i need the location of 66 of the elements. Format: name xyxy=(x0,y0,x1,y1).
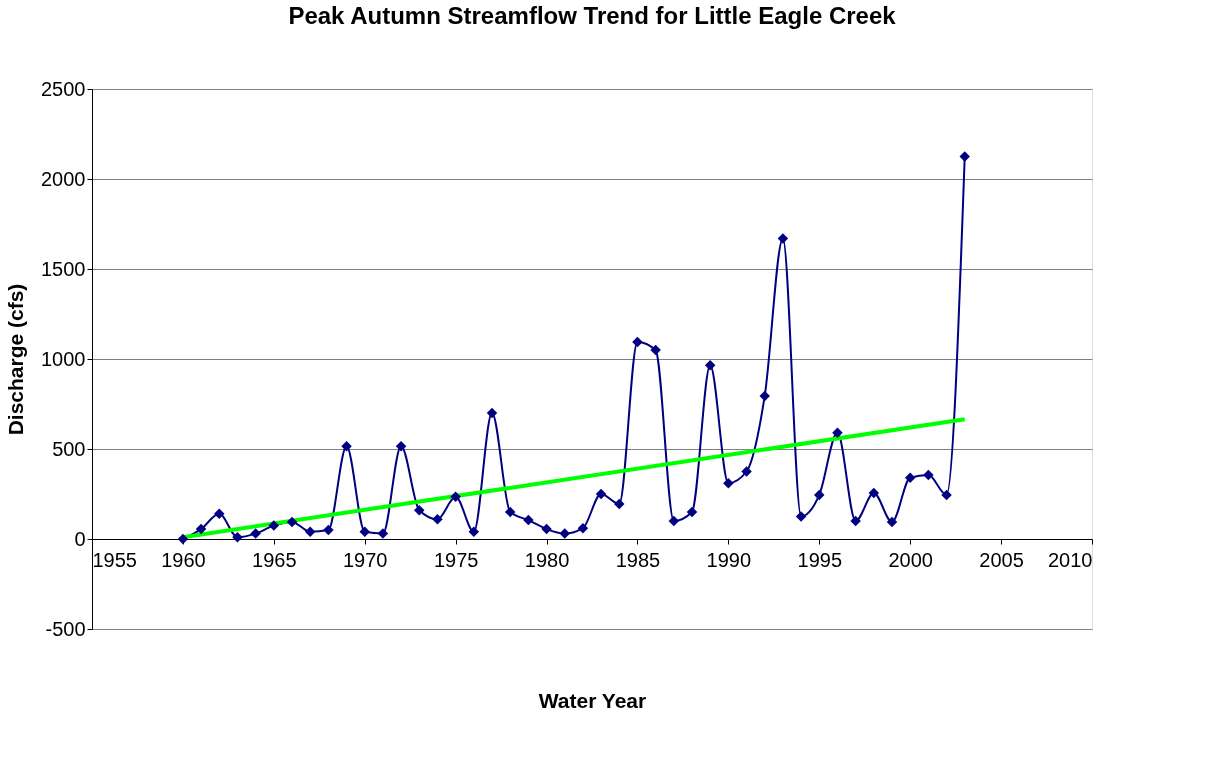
point xyxy=(832,427,843,439)
x-axis-title: Water Year xyxy=(538,688,647,712)
point xyxy=(850,515,861,527)
point xyxy=(450,491,461,502)
point xyxy=(795,511,807,522)
point xyxy=(577,522,589,534)
point xyxy=(268,520,280,531)
x-tick-label: 1970 xyxy=(342,548,388,571)
y-tick-label: 500 xyxy=(52,437,86,460)
x-tick-label: 2010 xyxy=(1048,548,1093,571)
y-tick-label: 2000 xyxy=(41,167,86,190)
point xyxy=(214,508,225,520)
chart-title: Peak Autumn Streamflow Trend for Little Eagle Creek xyxy=(288,2,897,29)
point xyxy=(923,469,934,481)
y-tick-label: 2500 xyxy=(41,77,86,100)
x-tick-label: 1975 xyxy=(433,548,479,571)
x-tick-label: 2005 xyxy=(979,548,1024,571)
point xyxy=(250,528,261,539)
point xyxy=(195,523,207,535)
point xyxy=(650,344,661,356)
y-tick-label: 1000 xyxy=(41,347,86,370)
x-tick-label: 1980 xyxy=(524,548,570,571)
y-tick-label: -500 xyxy=(45,617,86,640)
point xyxy=(323,524,334,536)
x-tick-label: 1985 xyxy=(615,548,661,571)
point xyxy=(704,360,716,371)
point xyxy=(177,533,189,545)
point xyxy=(377,528,389,539)
point xyxy=(941,489,952,501)
point xyxy=(959,151,970,162)
point xyxy=(232,531,243,543)
x-tick-label: 1960 xyxy=(161,548,206,571)
point xyxy=(741,466,752,477)
point xyxy=(904,472,916,484)
point xyxy=(595,488,607,500)
point xyxy=(814,489,825,501)
point xyxy=(886,516,898,528)
point xyxy=(286,516,298,528)
x-tick-label: 1955 xyxy=(92,548,137,571)
y-tick-label: 1500 xyxy=(41,257,86,280)
point xyxy=(486,407,498,419)
point xyxy=(468,526,480,538)
point xyxy=(341,441,352,452)
x-tick-label: 2000 xyxy=(888,548,933,571)
point xyxy=(559,528,570,539)
point xyxy=(395,441,407,452)
point xyxy=(304,526,316,538)
point xyxy=(414,504,425,516)
point xyxy=(759,390,770,402)
point xyxy=(632,336,643,348)
point xyxy=(504,506,516,518)
point xyxy=(868,487,880,499)
point xyxy=(723,477,734,489)
point xyxy=(668,515,680,527)
point xyxy=(359,526,370,538)
point xyxy=(523,514,534,526)
point xyxy=(614,498,625,510)
x-tick-label: 1990 xyxy=(706,548,752,571)
point xyxy=(686,506,698,518)
y-axis-title: Discharge (cfs) xyxy=(4,283,28,436)
x-tick-label: 1995 xyxy=(797,548,843,571)
point xyxy=(432,513,443,525)
point xyxy=(777,233,789,244)
point xyxy=(541,523,552,535)
y-tick-label: 0 xyxy=(74,527,86,550)
x-tick-label: 1965 xyxy=(252,548,297,571)
